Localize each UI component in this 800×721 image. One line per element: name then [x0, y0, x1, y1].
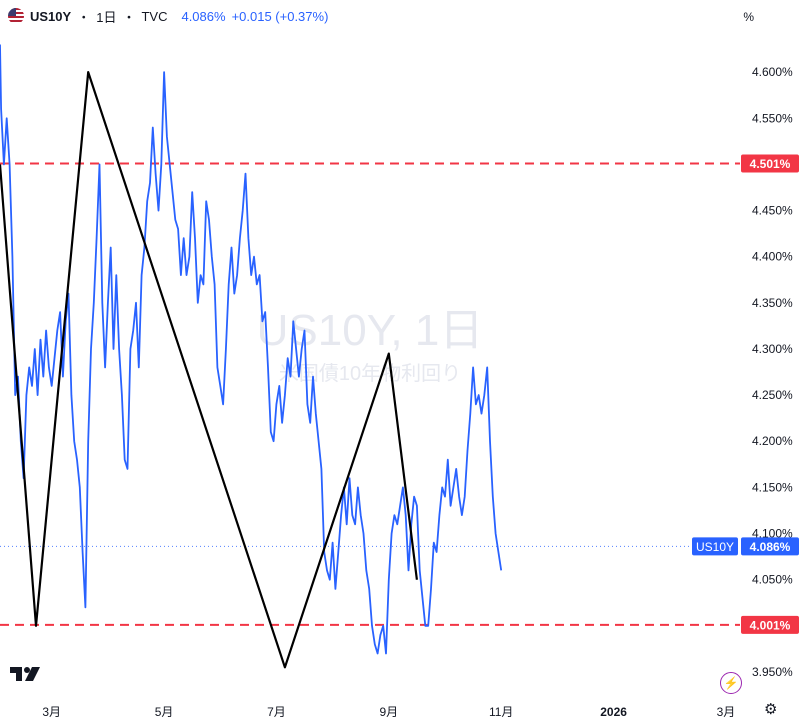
- zigzag-line: [0, 71, 418, 669]
- y-tick-label: 4.200%: [752, 434, 793, 448]
- symbol-tag: US10Y: [696, 540, 734, 554]
- source-label: TVC: [141, 8, 168, 24]
- y-tick-label: 4.400%: [752, 250, 793, 264]
- y-tick-label: 4.100%: [752, 527, 793, 541]
- y-tick-label: 3.950%: [752, 665, 793, 679]
- watermark-title: US10Y, 1日: [257, 306, 484, 355]
- y-tick-label: 4.450%: [752, 204, 793, 218]
- separator: ・: [77, 9, 91, 25]
- gear-icon[interactable]: ⚙: [764, 701, 778, 718]
- separator: ・: [122, 9, 136, 25]
- x-tick-label: 2026: [600, 705, 627, 719]
- symbol-header: US10Y ・ 1日 ・ TVC 4.086% +0.015 (+0.37%): [8, 6, 328, 26]
- lower-level-badge: 4.001%: [750, 618, 791, 632]
- x-tick-label: 5月: [155, 705, 174, 719]
- lightning-icon[interactable]: ⚡: [720, 672, 742, 694]
- upper-level-badge-bg: [741, 154, 799, 173]
- last-price-badge: 4.086%: [750, 540, 791, 554]
- time-axis[interactable]: 3月 5月 7月 9月 11月 2026 3月: [42, 705, 735, 719]
- last-price-badge-bg: [741, 537, 799, 556]
- y-tick-label: 4.600%: [752, 65, 793, 79]
- x-tick-label: 7月: [267, 705, 286, 719]
- tradingview-logo-icon[interactable]: [8, 664, 42, 684]
- watermark-subtitle: 米国債10年物利回り: [279, 362, 461, 385]
- price-change: +0.015 (+0.37%): [231, 8, 329, 24]
- series-line-0: [0, 44, 503, 655]
- symbol-name[interactable]: US10Y: [30, 8, 72, 24]
- x-tick-label: 9月: [379, 705, 398, 719]
- unit-label[interactable]: %: [743, 10, 754, 24]
- y-tick-label: 4.550%: [752, 111, 793, 125]
- x-tick-label: 11月: [489, 705, 513, 719]
- lower-level-badge-bg: [741, 615, 799, 634]
- y-tick-label: 4.150%: [752, 480, 793, 494]
- zigzag-overlay: [0, 71, 418, 669]
- interval-label[interactable]: 1日: [96, 9, 117, 25]
- last-price: 4.086%: [181, 8, 226, 24]
- x-tick-label: 3月: [717, 705, 736, 719]
- upper-level-badge: 4.501%: [750, 157, 791, 171]
- y-tick-label: 4.300%: [752, 342, 793, 356]
- symbol-tag-bg: [692, 537, 738, 556]
- x-tick-label: 3月: [42, 705, 61, 719]
- level-lines: [0, 162, 740, 626]
- y-tick-label: 4.250%: [752, 388, 793, 402]
- price-series: [0, 44, 503, 655]
- us-flag-icon: [8, 8, 24, 24]
- y-tick-label: 4.050%: [752, 573, 793, 587]
- price-badges: 4.501% 4.001% 4.086% US10Y: [692, 154, 799, 634]
- y-tick-label: 4.350%: [752, 296, 793, 310]
